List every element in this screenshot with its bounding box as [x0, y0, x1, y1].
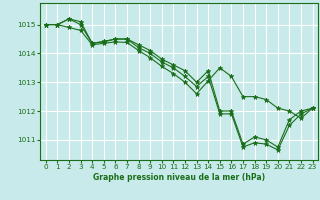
X-axis label: Graphe pression niveau de la mer (hPa): Graphe pression niveau de la mer (hPa) — [93, 173, 265, 182]
